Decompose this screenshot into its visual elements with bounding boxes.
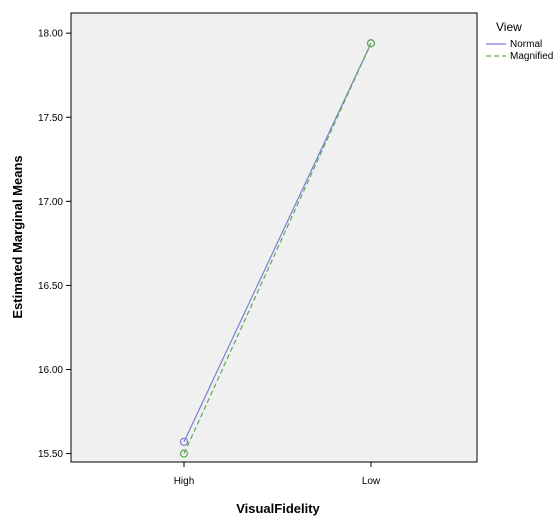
- legend-label-magnified: Magnified: [510, 51, 553, 62]
- data-point-magnified: [366, 39, 376, 48]
- x-tick-label: High: [174, 476, 195, 487]
- y-tick-label: 16.50: [38, 281, 63, 292]
- y-axis-ticks: 15.50 16.00 16.50 17.00 17.50 18.00: [38, 29, 71, 460]
- y-tick-label: 15.50: [38, 449, 63, 460]
- series-line-normal: [183, 43, 372, 443]
- legend-label-normal: Normal: [510, 39, 542, 50]
- x-axis-title: VisualFidelity: [236, 501, 320, 516]
- y-tick-label: 17.50: [38, 113, 63, 124]
- y-axis-title: Estimated Marginal Means: [10, 155, 25, 318]
- legend-title: View: [496, 20, 522, 34]
- series-layer: [179, 39, 376, 458]
- x-axis-ticks: High Low: [174, 462, 381, 487]
- y-tick-label: 16.00: [38, 365, 63, 376]
- series-line-magnified: [183, 43, 372, 454]
- x-tick-label: Low: [362, 476, 381, 487]
- data-point-magnified: [179, 449, 189, 458]
- y-tick-label: 18.00: [38, 29, 63, 40]
- y-tick-label: 17.00: [38, 197, 63, 208]
- plot-area: [70, 12, 478, 463]
- data-point-normal: [179, 437, 189, 446]
